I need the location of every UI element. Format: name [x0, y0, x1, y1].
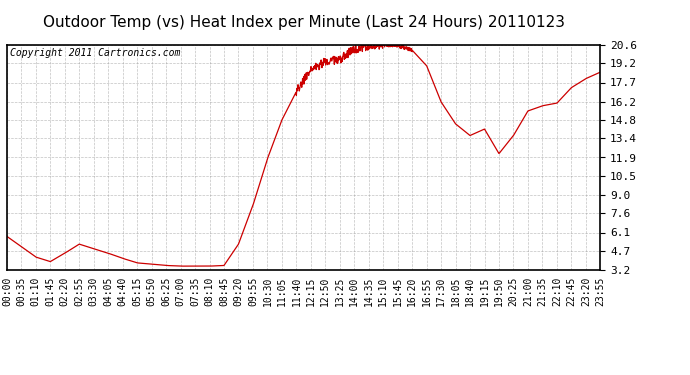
Text: Outdoor Temp (vs) Heat Index per Minute (Last 24 Hours) 20110123: Outdoor Temp (vs) Heat Index per Minute …	[43, 15, 564, 30]
Text: Copyright 2011 Cartronics.com: Copyright 2011 Cartronics.com	[10, 48, 180, 58]
